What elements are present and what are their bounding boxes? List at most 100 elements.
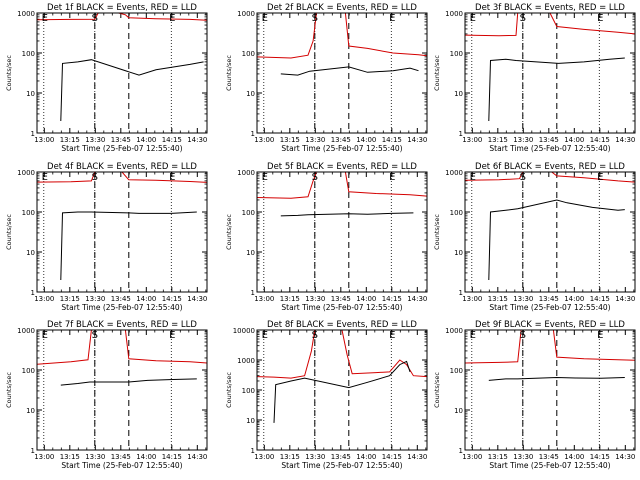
x-tick-label: 14:15 <box>162 453 182 461</box>
start-marker-label: S <box>92 172 98 183</box>
chart-panel-5: Det 5f BLACK = Events, RED = LLD 1 10 100 10… <box>225 162 428 312</box>
y-tick-label: 10000 <box>233 327 255 335</box>
y-tick-label: 1 <box>459 130 463 138</box>
y-axis-label: Counts/sec <box>5 372 13 408</box>
x-tick-label: 13:15 <box>60 136 80 144</box>
end-marker-label: E <box>42 13 48 24</box>
y-axis-label: Counts/sec <box>225 372 233 408</box>
series-group <box>37 13 207 122</box>
chart-title: Det 4f BLACK = Events, RED = LLD <box>47 162 197 172</box>
lld-series-line <box>37 330 207 365</box>
chart-title: Det 5f BLACK = Events, RED = LLD <box>267 162 417 172</box>
lld-series-line <box>257 172 427 199</box>
chart-title: Det 2f BLACK = Events, RED = LLD <box>267 3 417 13</box>
x-tick-label: 14:00 <box>356 136 376 144</box>
y-tick-label: 10 <box>246 90 255 98</box>
x-tick-label: 14:30 <box>407 136 427 144</box>
y-tick-label: 10 <box>454 90 463 98</box>
events-series-line <box>60 211 197 281</box>
start-marker-label: S <box>312 330 318 341</box>
chart-panel-3: Det 3f BLACK = Events, RED = LLD 1 10 100 10… <box>433 3 636 153</box>
end-marker-label: E <box>262 13 268 24</box>
x-tick-label: 13:00 <box>254 453 274 461</box>
y-axis-label: Counts/sec <box>5 214 13 250</box>
chart-title: Det 7f BLACK = Events, RED = LLD <box>47 320 197 330</box>
x-axis-label: Start Time (25-Feb-07 12:55:40) <box>489 144 610 153</box>
lld-series-line <box>257 13 427 59</box>
y-axis-label: Counts/sec <box>5 55 13 91</box>
x-tick-label: 14:00 <box>564 295 584 303</box>
x-tick-label: 14:30 <box>187 295 207 303</box>
x-tick-label: 14:00 <box>564 136 584 144</box>
series-group <box>465 13 635 122</box>
x-tick-label: 13:15 <box>60 453 80 461</box>
start-marker-label: S <box>92 13 98 24</box>
x-tick-label: 14:30 <box>615 295 635 303</box>
x-tick-label: 13:00 <box>462 136 482 144</box>
y-tick-label: 1 <box>459 447 463 455</box>
x-tick-label: 13:15 <box>280 453 300 461</box>
plot-frame <box>464 12 636 134</box>
x-tick-label: 14:15 <box>382 136 402 144</box>
events-series-line <box>273 360 411 423</box>
end-marker-label: E <box>597 172 603 183</box>
y-tick-label: 100 <box>22 50 35 58</box>
plot-frame <box>464 329 636 451</box>
y-tick-label: 1 <box>31 130 35 138</box>
chart-panel-7: Det 7f BLACK = Events, RED = LLD 1 10 100 10… <box>5 320 208 470</box>
end-marker-label: E <box>389 172 395 183</box>
x-axis-label: Start Time (25-Feb-07 12:55:40) <box>281 303 402 312</box>
x-tick-label: 14:15 <box>590 295 610 303</box>
chart-panel-1: Det 1f BLACK = Events, RED = LLD 1 10 100 10… <box>5 3 208 153</box>
x-tick-label: 13:00 <box>34 453 54 461</box>
x-tick-label: 14:30 <box>407 295 427 303</box>
y-tick-label: 100 <box>450 209 463 217</box>
y-tick-label: 1 <box>31 447 35 455</box>
y-axis-label: Counts/sec <box>433 55 441 91</box>
end-marker-label: E <box>389 13 395 24</box>
chart-title: Det 1f BLACK = Events, RED = LLD <box>47 3 197 13</box>
x-tick-label: 13:30 <box>85 453 105 461</box>
x-tick-label: 14:15 <box>382 295 402 303</box>
x-tick-label: 14:30 <box>187 136 207 144</box>
series-group <box>37 330 207 386</box>
x-tick-label: 13:15 <box>280 136 300 144</box>
y-tick-label: 10 <box>246 417 255 425</box>
y-axis-label: Counts/sec <box>433 372 441 408</box>
x-tick-label: 13:45 <box>539 136 559 144</box>
x-tick-label: 13:00 <box>254 136 274 144</box>
start-marker-label: S <box>520 172 526 183</box>
series-group <box>257 172 427 217</box>
x-tick-label: 14:30 <box>615 453 635 461</box>
x-tick-label: 13:30 <box>513 453 533 461</box>
x-tick-label: 13:45 <box>111 453 131 461</box>
chart-title: Det 3f BLACK = Events, RED = LLD <box>475 3 625 13</box>
end-marker-label: E <box>597 13 603 24</box>
end-marker-label: E <box>169 13 175 24</box>
lld-series-line <box>465 330 635 364</box>
x-tick-label: 14:00 <box>136 295 156 303</box>
y-tick-label: 100 <box>242 209 255 217</box>
events-series-line <box>488 199 625 281</box>
x-tick-label: 14:30 <box>187 453 207 461</box>
y-tick-label: 10 <box>246 249 255 257</box>
x-axis-label: Start Time (25-Feb-07 12:55:40) <box>489 303 610 312</box>
x-tick-label: 13:45 <box>539 295 559 303</box>
plot-frame <box>36 12 208 134</box>
series-group <box>37 172 207 281</box>
y-tick-label: 100 <box>242 50 255 58</box>
y-tick-label: 10 <box>26 90 35 98</box>
y-tick-label: 1000 <box>237 357 255 365</box>
y-axis-label: Counts/sec <box>433 214 441 250</box>
y-tick-label: 1000 <box>17 327 35 335</box>
events-series-line <box>280 66 419 76</box>
x-tick-label: 13:30 <box>305 295 325 303</box>
y-tick-label: 1 <box>251 289 255 297</box>
plot-frame <box>256 329 428 451</box>
x-axis-label: Start Time (25-Feb-07 12:55:40) <box>281 461 402 470</box>
x-tick-label: 13:00 <box>254 295 274 303</box>
chart-panel-4: Det 4f BLACK = Events, RED = LLD 1 10 100 10… <box>5 162 208 312</box>
chart-title: Det 8f BLACK = Events, RED = LLD <box>267 320 417 330</box>
end-marker-label: E <box>42 172 48 183</box>
